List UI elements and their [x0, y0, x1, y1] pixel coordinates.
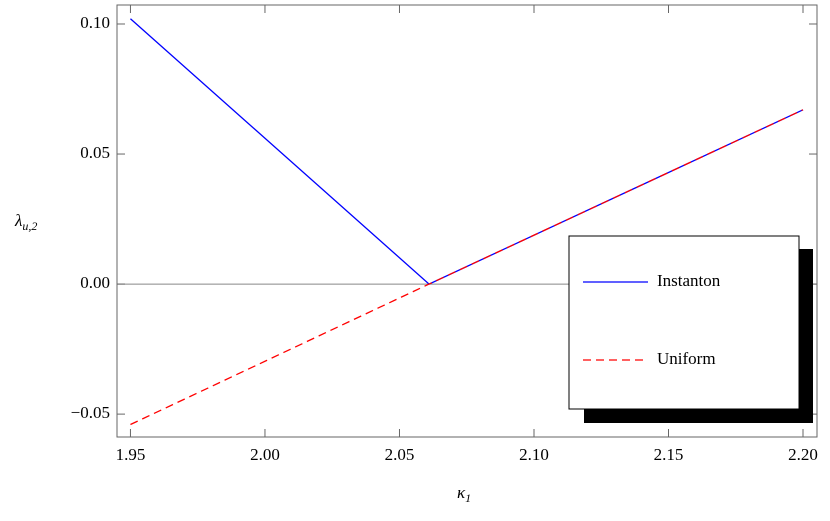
x-tick-label: 1.95: [116, 445, 146, 464]
x-axis-label: κ1: [457, 483, 471, 505]
plot-frame: [116, 4, 818, 438]
y-axis-label-main: λ: [14, 211, 22, 230]
y-tick-label: −0.05: [71, 403, 110, 422]
x-tick-label: 2.10: [519, 445, 549, 464]
y-axis-label-sub: u,2: [22, 219, 37, 233]
legend-label: Uniform: [657, 349, 716, 368]
legend-label: Instanton: [657, 271, 721, 290]
y-tick-label: 0.05: [80, 143, 110, 162]
x-tick-label: 2.05: [385, 445, 415, 464]
series-line: [130, 109, 804, 426]
y-tick-label: 0.00: [80, 273, 110, 292]
y-tick-label: 0.10: [80, 13, 110, 32]
x-tick-label: 2.15: [654, 445, 684, 464]
x-tick-label: 2.20: [788, 445, 818, 464]
y-axis-label: λu,2: [14, 211, 37, 233]
x-tick-label: 2.00: [250, 445, 280, 464]
x-axis-label-main: κ: [457, 483, 466, 502]
legend-box: [568, 235, 800, 410]
x-axis-label-sub: 1: [465, 491, 471, 505]
